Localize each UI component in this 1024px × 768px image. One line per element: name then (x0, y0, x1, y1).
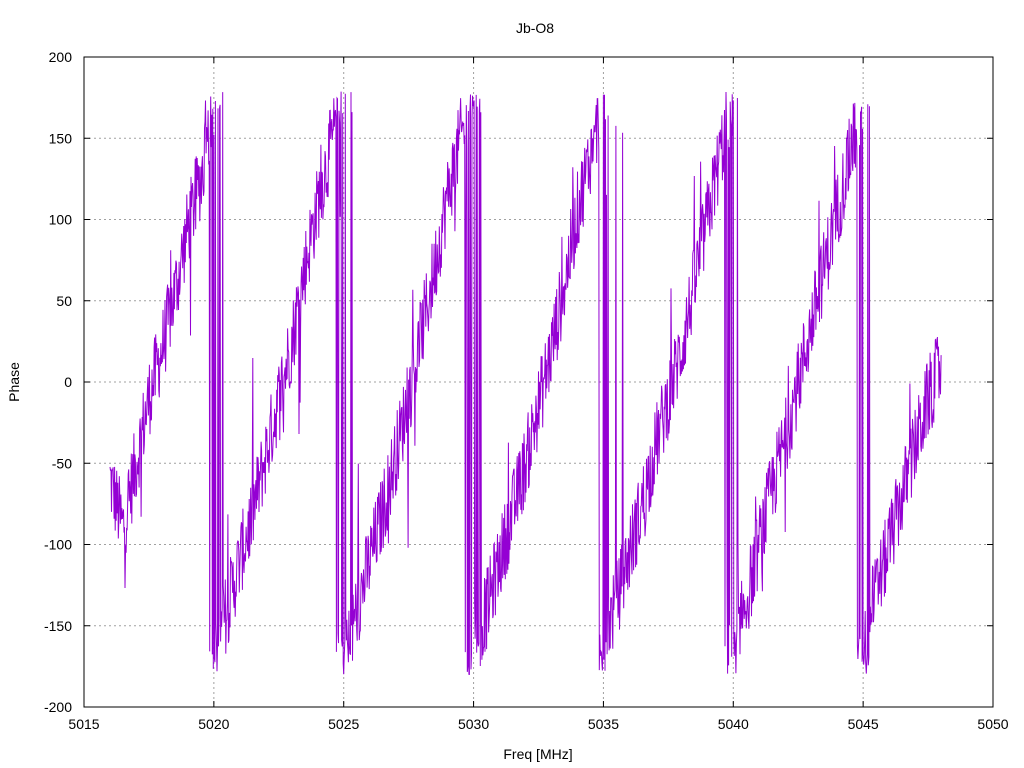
y-tick-label: -200 (44, 699, 72, 715)
x-tick-label: 5045 (848, 716, 879, 732)
y-tick-label: -150 (44, 618, 72, 634)
x-tick-label: 5040 (718, 716, 749, 732)
x-tick-label: 5020 (198, 716, 229, 732)
y-tick-label: 0 (64, 374, 72, 390)
y-axis-ticks: -200 -150 -100 -50 0 50 100 150 200 (44, 49, 993, 715)
y-tick-label: 150 (49, 130, 73, 146)
y-tick-label: 50 (56, 293, 72, 309)
series-layer (109, 91, 942, 676)
x-tick-label: 5035 (588, 716, 619, 732)
x-axis-ticks: 5015 5020 5025 5030 5035 5040 5045 5050 (68, 57, 1009, 732)
y-tick-label: -100 (44, 537, 72, 553)
x-tick-label: 5015 (68, 716, 99, 732)
y-tick-label: -50 (52, 455, 72, 471)
x-axis-label: Freq [MHz] (503, 746, 572, 762)
chart-title: Jb-O8 (516, 20, 554, 36)
phase-series-line (109, 91, 942, 676)
x-tick-label: 5050 (977, 716, 1008, 732)
y-axis-label: Phase (6, 362, 22, 402)
y-tick-label: 200 (49, 49, 73, 65)
x-tick-label: 5030 (458, 716, 489, 732)
x-tick-label: 5025 (328, 716, 359, 732)
y-tick-label: 100 (49, 212, 73, 228)
